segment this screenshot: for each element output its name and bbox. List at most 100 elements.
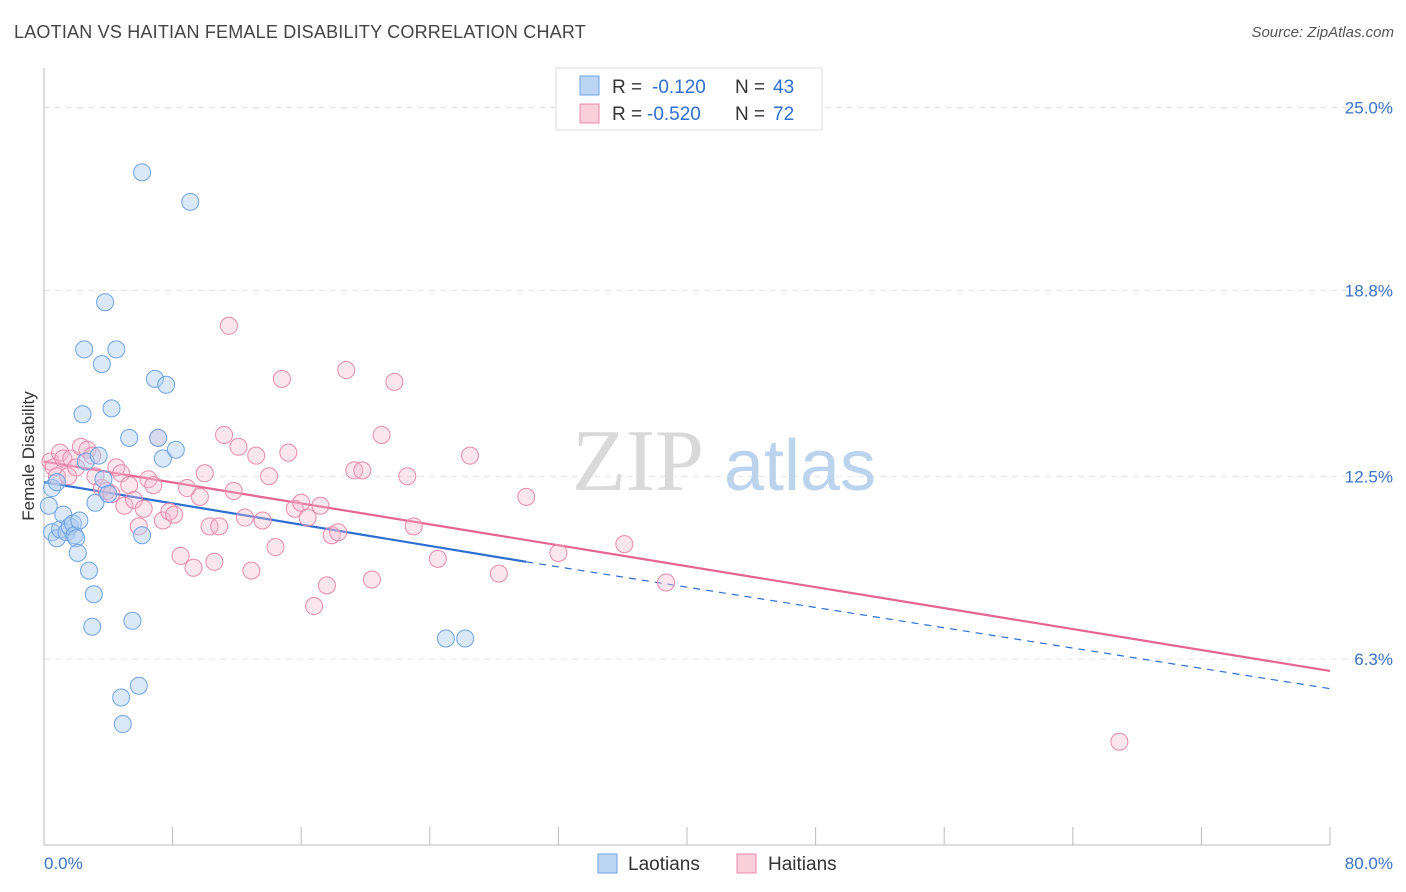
haitian-point — [171, 546, 190, 565]
laotian-point — [145, 369, 164, 388]
legend-n-value-2: 72 — [773, 104, 794, 125]
haitian-point — [298, 508, 317, 527]
laotian-point — [113, 715, 132, 734]
haitian-point — [329, 523, 348, 542]
legend-haitian-swatch — [579, 103, 600, 124]
laotian-point — [68, 543, 87, 562]
haitian-point — [517, 487, 536, 506]
laotian-point — [86, 493, 105, 512]
watermark-atlas: atlas — [724, 426, 876, 506]
series-laotians — [39, 163, 475, 734]
series-haitians — [41, 316, 1129, 751]
haitian-point — [428, 549, 447, 568]
laotian-point — [107, 340, 126, 359]
haitian-point — [337, 361, 356, 380]
laotian-point — [67, 529, 86, 548]
legend-r-value-2: -0.520 — [647, 104, 701, 125]
data-points — [39, 163, 1129, 751]
chart-title: LAOTIAN VS HAITIAN FEMALE DISABILITY COR… — [14, 22, 586, 42]
haitian-point — [253, 511, 272, 530]
x-tick-max: 80.0% — [1345, 854, 1393, 873]
x-tick-min: 0.0% — [44, 854, 83, 873]
laotian-point — [133, 526, 152, 545]
haitian-point — [235, 508, 254, 527]
haitian-point — [279, 443, 298, 462]
haitian-point — [97, 482, 116, 500]
y-tick-label: 12.5% — [1345, 467, 1393, 486]
haitian-point — [260, 467, 279, 486]
chart-source: Source: ZipAtlas.com — [1251, 24, 1394, 41]
haitian-point — [107, 458, 126, 477]
laotian-point — [43, 479, 62, 498]
laotian-point — [75, 340, 94, 359]
haitian-point — [372, 425, 391, 444]
laotian-point — [65, 526, 84, 545]
haitian-point — [134, 499, 153, 518]
haitian-point — [195, 464, 214, 483]
haitian-point — [120, 476, 139, 495]
haitian-point — [153, 511, 172, 530]
laotian-point — [89, 446, 108, 465]
haitian-point — [139, 470, 158, 489]
watermark: ZIP atlas — [572, 413, 876, 510]
haitian-point — [305, 597, 324, 616]
legend-r-label-1: R = — [612, 77, 642, 98]
haitian-point — [272, 369, 291, 388]
bottom-legend-haitians: Haitians — [768, 854, 837, 875]
bottom-legend: Laotians Haitians — [597, 853, 837, 875]
haitian-point — [460, 446, 479, 465]
haitian-point — [615, 535, 634, 554]
laotian-point — [102, 399, 121, 418]
y-axis-label: Female Disability — [19, 391, 38, 521]
haitian-point — [62, 449, 81, 468]
laotian-point — [96, 293, 115, 312]
haitian-point — [404, 517, 423, 536]
haitian-point — [200, 517, 219, 536]
haitian-point — [398, 467, 417, 486]
legend-laotian-swatch — [579, 75, 600, 96]
laotian-point — [153, 449, 172, 468]
bottom-legend-laotians: Laotians — [628, 854, 700, 875]
haitian-point — [210, 517, 229, 536]
laotian-point — [129, 676, 148, 695]
haitian-point — [353, 461, 372, 480]
watermark-zip: ZIP — [572, 413, 704, 510]
haitian-point — [385, 372, 404, 391]
gridlines — [44, 107, 1393, 660]
haitian-point — [229, 437, 248, 456]
haitian-point — [489, 564, 508, 583]
legend-n-label-2: N = — [735, 104, 765, 125]
laotian-point — [436, 629, 455, 648]
haitian-point — [1110, 732, 1129, 751]
laotian-point — [123, 611, 142, 630]
trend-lines — [43, 460, 1331, 690]
laotian-trend-line — [43, 481, 527, 563]
haitian-point — [115, 496, 134, 515]
haitian-point — [657, 573, 676, 592]
laotian-point — [80, 561, 99, 580]
laotian-point — [166, 440, 185, 459]
haitian-point — [67, 458, 86, 477]
y-tick-label: 18.8% — [1345, 281, 1393, 300]
haitian-point — [311, 496, 330, 515]
legend-r-label-2: R = — [612, 104, 642, 125]
haitian-point — [160, 502, 179, 521]
haitian-point — [224, 482, 243, 500]
laotian-point — [47, 473, 66, 492]
bottom-legend-laotian-swatch — [597, 853, 618, 874]
haitian-point — [205, 552, 224, 571]
laotian-point — [112, 688, 131, 707]
haitian-point — [362, 570, 381, 589]
laotian-point — [94, 470, 113, 489]
legend-box: R = -0.120 N = 43 R = -0.520 N = 72 — [555, 67, 823, 131]
laotian-point — [181, 192, 200, 211]
y-tick-label: 25.0% — [1345, 99, 1393, 118]
legend-r-value-1: -0.120 — [652, 77, 706, 98]
laotian-point — [83, 617, 102, 636]
haitian-point — [190, 487, 209, 506]
laotian-point — [133, 163, 152, 182]
haitian-point — [317, 576, 336, 595]
haitian-point — [219, 316, 238, 335]
laotian-point — [157, 375, 176, 394]
